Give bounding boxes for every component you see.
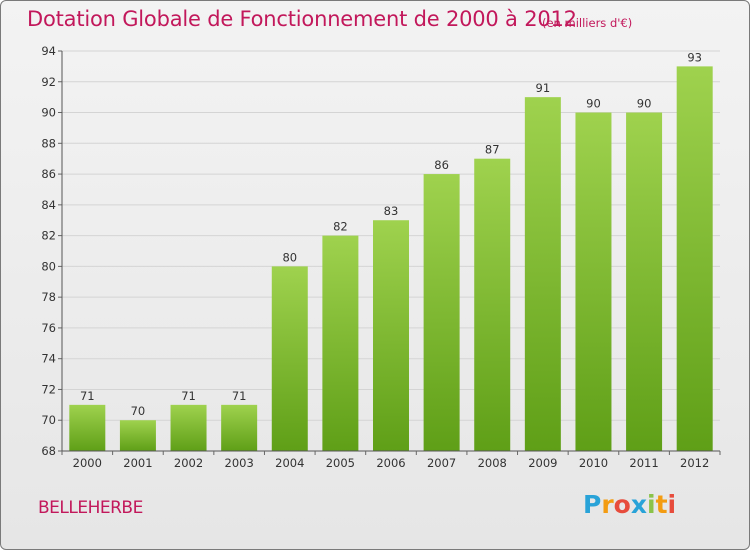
bar xyxy=(373,220,409,451)
proxiti-logo: Proxiti xyxy=(583,490,676,519)
y-tick-label: 70 xyxy=(41,413,56,427)
bar-value-label: 90 xyxy=(637,97,652,111)
bar xyxy=(524,97,561,452)
bar-value-label: 93 xyxy=(687,50,702,64)
bar xyxy=(221,404,258,451)
y-tick-label: 78 xyxy=(41,290,56,304)
logo-letter: x xyxy=(630,490,647,519)
y-tick-label: 80 xyxy=(41,259,56,273)
bar xyxy=(626,112,663,452)
y-tick-label: 82 xyxy=(41,229,56,243)
y-tick-label: 68 xyxy=(41,444,56,458)
y-tick-label: 76 xyxy=(41,321,56,335)
x-tick-label: 2012 xyxy=(680,456,709,470)
bar-value-label: 82 xyxy=(333,220,348,234)
x-tick-label: 2009 xyxy=(528,456,557,470)
bar xyxy=(575,112,612,452)
x-tick-label: 2002 xyxy=(174,456,203,470)
y-tick-label: 88 xyxy=(41,136,56,150)
bar xyxy=(676,66,713,451)
logo-letter: i xyxy=(647,490,656,519)
x-tick-label: 2007 xyxy=(427,456,456,470)
bar xyxy=(271,266,308,451)
y-tick-label: 92 xyxy=(41,75,56,89)
bar xyxy=(474,158,511,451)
commune-name: BELLEHERBE xyxy=(38,498,143,518)
bar-value-label: 70 xyxy=(131,404,146,418)
bar xyxy=(170,404,207,451)
y-tick-label: 90 xyxy=(41,106,56,120)
y-tick-label: 72 xyxy=(41,382,56,396)
logo-letter: t xyxy=(655,490,668,519)
bar-value-label: 80 xyxy=(282,250,297,264)
bar-value-label: 87 xyxy=(485,143,500,157)
x-tick-label: 2005 xyxy=(326,456,355,470)
x-tick-label: 2011 xyxy=(629,456,658,470)
y-tick-label: 84 xyxy=(41,198,56,212)
bar xyxy=(423,174,460,452)
x-tick-label: 2006 xyxy=(376,456,405,470)
bar-value-label: 91 xyxy=(536,81,551,95)
bar-value-label: 71 xyxy=(181,389,196,403)
chart-subtitle: (en milliers d'€) xyxy=(542,16,633,30)
y-tick-label: 86 xyxy=(41,167,56,181)
bar-value-label: 83 xyxy=(384,204,399,218)
bar-value-label: 86 xyxy=(434,158,449,172)
logo-letter: P xyxy=(583,490,602,519)
bar-value-label: 71 xyxy=(80,389,95,403)
chart-title: Dotation Globale de Fonctionnement de 20… xyxy=(27,7,577,31)
x-tick-label: 2003 xyxy=(225,456,254,470)
x-tick-label: 2000 xyxy=(73,456,102,470)
bar xyxy=(119,420,156,451)
y-tick-label: 74 xyxy=(41,352,56,366)
bar xyxy=(69,404,106,451)
logo-letter: i xyxy=(667,490,677,519)
x-tick-label: 2010 xyxy=(579,456,608,470)
logo-letter: r xyxy=(601,490,614,519)
bar xyxy=(322,235,359,451)
logo-letter: o xyxy=(613,490,631,519)
x-tick-label: 2008 xyxy=(478,456,507,470)
x-tick-label: 2001 xyxy=(123,456,152,470)
x-tick-label: 2004 xyxy=(275,456,304,470)
bar-value-label: 71 xyxy=(232,389,247,403)
y-tick-label: 94 xyxy=(41,44,56,58)
bar-value-label: 90 xyxy=(586,97,601,111)
